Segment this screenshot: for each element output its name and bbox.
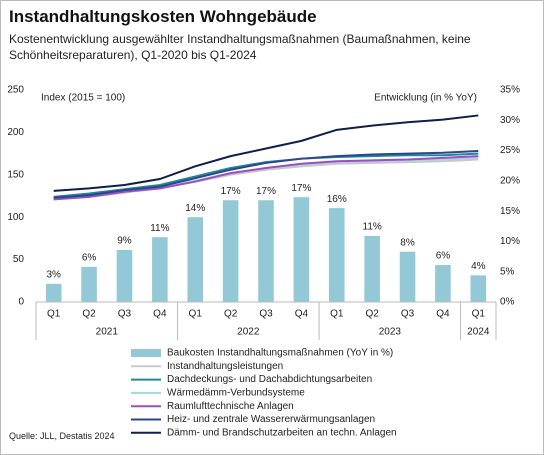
y2-tick-label: 0% [500,297,515,308]
bar-label: 11% [363,222,382,233]
y2-tick-label: 25% [500,145,520,156]
legend-label: Dachdeckungs- und Dachabdichtungsarbeite… [167,374,372,385]
bar [187,217,204,302]
legend-label: Instandhaltungsleistungen [167,361,283,372]
x-group-label: 2023 [379,327,402,338]
x-tick-label: Q2 [224,309,238,320]
x-group-label: 2024 [467,327,490,338]
y2-tick-label: 15% [500,206,520,217]
bar [328,208,345,302]
x-tick-label: Q2 [365,309,379,320]
y-tick-label: 150 [7,169,24,180]
y-tick-label: 50 [13,254,25,265]
bar-label: 6% [82,253,97,264]
line [53,150,479,199]
chart-subtitle: Kostenentwicklung ausgewählter Instandha… [9,32,471,62]
line [53,114,479,192]
x-tick-label: Q1 [47,309,61,320]
y2-tick-label: 20% [500,175,520,186]
bar [364,235,380,302]
bar-label: 14% [185,203,205,214]
y2-axis-label: Entwicklung (in % YoY) [374,93,477,104]
bar-label: 8% [400,237,415,248]
bar-label: 6% [436,251,451,262]
chart-title: Instandhaltungskosten Wohngebäude [9,7,317,26]
bar-label: 17% [221,186,241,197]
legend-label: Heiz- und zentrale Wassererwärmungsanlag… [167,414,375,425]
bar [81,266,97,302]
y-tick-label: 0 [18,297,24,308]
bar-label: 4% [471,261,486,272]
x-tick-label: Q4 [295,309,309,320]
x-tick-label: Q1 [472,309,486,320]
bar [152,237,168,302]
legend-label: Baukosten Instandhaltungsmaßnahmen (YoY … [167,348,393,359]
bar-label: 17% [291,183,311,194]
legend-label: Dämm- und Brandschutzarbeiten an techn. … [167,427,397,438]
bar [222,200,239,302]
source: Quelle: JLL, Destatis 2024 [9,431,115,441]
bar-label: 17% [256,186,276,197]
x-tick-label: Q4 [436,309,450,320]
x-tick-label: Q3 [259,309,273,320]
bar [435,265,451,302]
x-tick-label: Q3 [401,309,415,320]
x-group-label: 2021 [96,327,119,338]
bar [45,283,62,302]
y2-tick-label: 35% [500,85,520,96]
bar-label: 3% [46,269,61,280]
x-tick-label: Q1 [330,309,344,320]
bar-label: 11% [150,223,169,234]
bar-label: 9% [117,236,132,247]
y-tick-label: 200 [7,127,24,138]
bar [470,275,487,302]
y2-tick-label: 10% [500,236,520,247]
y-tick-label: 250 [7,85,24,96]
legend-swatch [131,349,161,357]
x-tick-label: Q3 [118,309,132,320]
bar [116,249,133,302]
bar [293,197,310,302]
y2-tick-label: 5% [500,266,515,277]
legend-label: Raumlufttechnische Anlagen [167,401,294,412]
bar [399,251,416,302]
line [53,155,479,201]
y-tick-label: 100 [7,212,24,223]
x-tick-label: Q1 [189,309,203,320]
x-tick-label: Q4 [153,309,167,320]
x-tick-label: Q2 [82,309,96,320]
bar [258,200,274,302]
y-axis-label: Index (2015 = 100) [41,93,125,104]
legend-label: Wärmedämm-Verbundsysteme [167,388,305,399]
x-group-label: 2022 [237,327,260,338]
bar-label: 16% [327,194,347,205]
y2-tick-label: 30% [500,115,520,126]
